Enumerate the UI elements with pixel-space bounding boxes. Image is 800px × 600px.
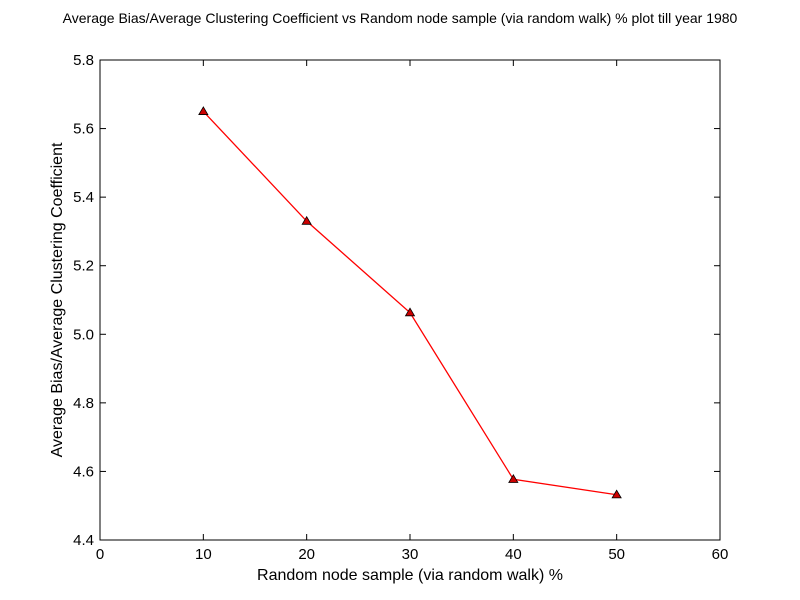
- x-tick-label: 40: [505, 546, 522, 563]
- y-axis-label: Average Bias/Average Clustering Coeffici…: [49, 142, 66, 457]
- y-tick-label: 4.4: [73, 532, 94, 549]
- x-tick-label: 30: [402, 546, 419, 563]
- y-tick-label: 5.4: [73, 189, 94, 206]
- data-point-marker: [611, 489, 622, 499]
- axis-ticks: 0 10 20 30 40 50 60 4.4 4.6 4.8 5.0 5.2 5.4 5.6 5.8: [73, 52, 728, 563]
- plot-frame: [99, 59, 721, 541]
- data-point-marker: [404, 307, 416, 317]
- x-tick-label: 60: [712, 546, 729, 563]
- x-tick-label: 0: [96, 546, 104, 563]
- x-tick-label: 10: [195, 546, 212, 563]
- y-tick-label: 5.6: [73, 121, 94, 138]
- chart-title: Average Bias/Average Clustering Coeffici…: [63, 10, 738, 26]
- x-tick-label: 20: [298, 546, 315, 563]
- y-tick-label: 4.8: [73, 395, 94, 412]
- plot-background: [100, 60, 720, 540]
- data-point-marker: [508, 474, 519, 483]
- data-series: [198, 106, 622, 499]
- y-tick-label: 5.0: [73, 326, 94, 343]
- x-axis-label: Random node sample (via random walk) %: [257, 567, 563, 584]
- data-point-marker: [198, 106, 209, 115]
- y-tick-label: 5.8: [73, 52, 94, 69]
- x-tick-label: 50: [608, 546, 625, 563]
- data-point-marker: [301, 215, 312, 225]
- y-tick-label: 4.6: [73, 463, 94, 480]
- y-tick-label: 5.2: [73, 258, 94, 275]
